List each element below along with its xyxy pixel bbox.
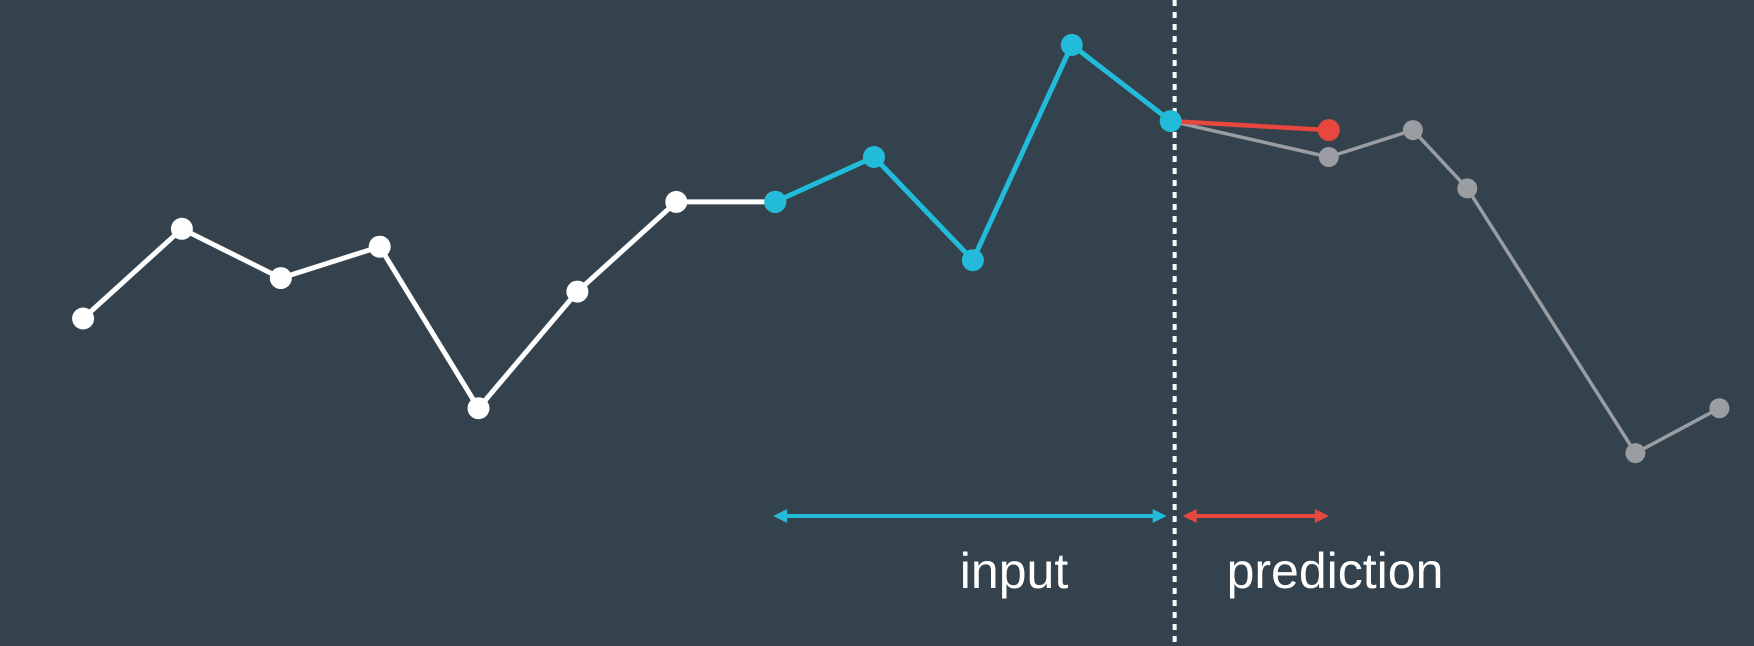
prediction-point-1 [1317,119,1340,142]
series-points [72,33,1730,464]
input-span-arrow [773,509,1167,523]
input-point-0 [764,190,787,213]
future-point-1 [1318,147,1339,167]
prediction-label: prediction [1227,543,1444,599]
history-point-0 [72,307,95,330]
prediction-line [1168,118,1332,133]
future-point-4 [1625,443,1646,464]
input-point-2 [961,249,984,272]
future-line [1168,119,1722,455]
history-point-1 [170,217,193,240]
history-point-4 [467,397,490,420]
history-point-5 [566,280,589,303]
history-point-2 [269,267,292,290]
future-point-5 [1709,398,1730,419]
series-lines [80,42,1722,455]
input-point-4 [1159,110,1182,133]
prediction-span-arrow [1182,509,1329,523]
input-point-3 [1060,33,1083,56]
input-point-1 [863,146,885,168]
input-label: input [960,543,1069,599]
history-point-6 [665,190,688,213]
prediction-arrow-head-right [1314,509,1329,523]
future-point-3 [1457,178,1478,199]
prediction-arrow-head-left [1182,509,1197,523]
span-arrows [773,509,1329,523]
input-arrow-head-right [1152,509,1167,523]
input-line [772,42,1174,263]
input-arrow-head-left [773,509,788,523]
history-line [80,199,778,411]
history-point-3 [368,235,391,258]
future-point-2 [1402,120,1423,141]
